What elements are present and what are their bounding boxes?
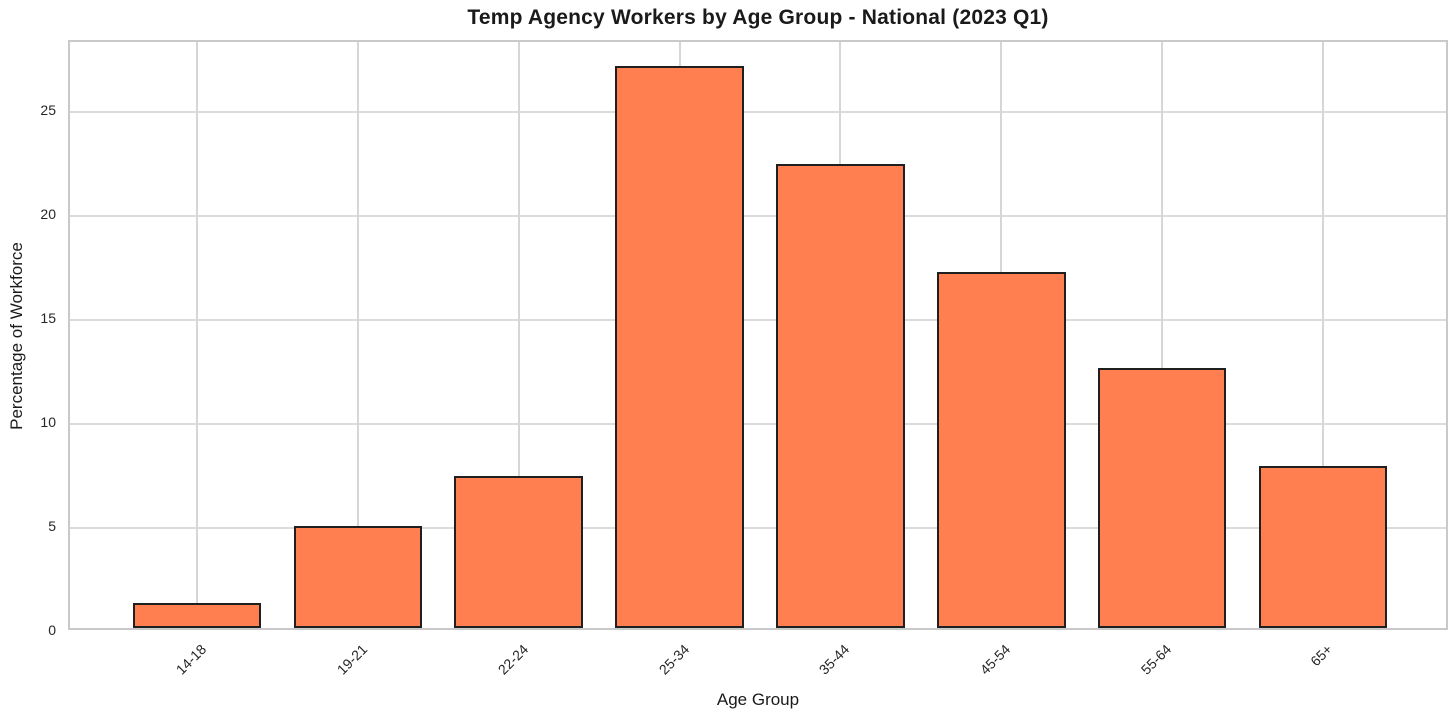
gridline-horizontal [70,214,1446,217]
x-tick-label-14-18: 14-18 [172,641,210,678]
x-tick-label-55-64: 55-64 [1137,641,1175,678]
y-tick-label-10: 10 [40,413,56,430]
y-tick-label-0: 0 [48,622,56,638]
x-tick-label-19-21: 19-21 [333,641,371,678]
gridline-vertical [1161,42,1164,628]
y-axis-label: Percentage of Workforce [7,242,26,430]
y-tick-label-15: 15 [40,309,56,326]
x-tick-label-22-24: 22-24 [494,641,532,678]
gridline-horizontal [70,422,1446,425]
y-tick-label-5: 5 [48,517,56,534]
y-tick-label-25: 25 [40,101,56,118]
bar-55-64 [1097,367,1227,628]
x-axis-label: Age Group [716,690,800,709]
gridline-horizontal [70,110,1446,113]
gridline-horizontal [70,318,1446,321]
chart-title: Temp Agency Workers by Age Group - Natio… [467,6,1049,29]
gridline-vertical [517,42,520,628]
bar-65+ [1258,465,1388,628]
gridline-vertical [196,42,199,628]
bar-25-34 [615,66,744,628]
gridline-horizontal [70,526,1446,529]
x-tick-label-65+: 65+ [1307,641,1336,670]
bar-19-21 [293,526,423,628]
gridline-vertical [1321,42,1324,628]
x-tick-label-35-44: 35-44 [816,641,853,678]
bar-14-18 [132,603,262,628]
y-tick-label-20: 20 [40,205,56,222]
x-tick-label-25-34: 25-34 [655,641,692,678]
bar-45-54 [936,272,1066,628]
bar-22-24 [454,476,584,628]
gridline-vertical [356,42,359,628]
bar-35-44 [776,163,905,628]
plot-area [68,40,1448,630]
x-tick-label-45-54: 45-54 [976,641,1014,678]
